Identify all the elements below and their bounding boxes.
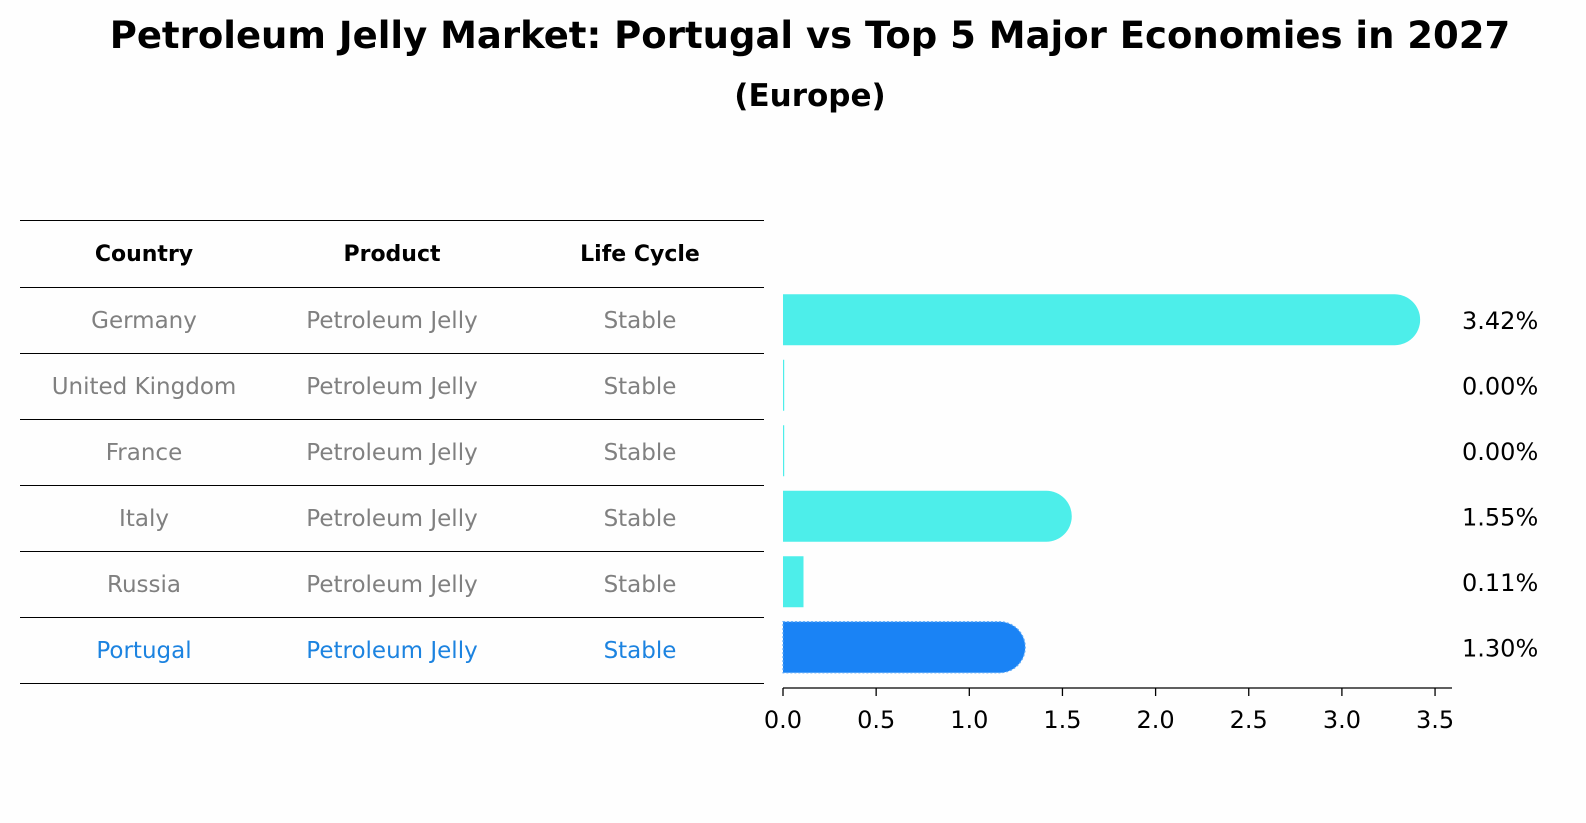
x-tick-label: 2.5 xyxy=(1230,706,1268,734)
cell-country: Italy xyxy=(20,485,268,552)
cell-product: Petroleum Jelly xyxy=(268,617,516,684)
cell-life-cycle: Stable xyxy=(516,287,764,354)
cell-product: Petroleum Jelly xyxy=(268,551,516,618)
cell-life-cycle: Stable xyxy=(516,485,764,552)
x-tick-label: 3.5 xyxy=(1416,706,1454,734)
cell-country: Portugal xyxy=(20,617,268,684)
data-label: 1.55% xyxy=(1462,503,1538,531)
header-life-cycle: Life Cycle xyxy=(516,220,764,288)
chart-subtitle: (Europe) xyxy=(734,78,886,114)
cell-country: Russia xyxy=(20,551,268,618)
cell-country: Germany xyxy=(20,287,268,354)
data-label: 0.11% xyxy=(1462,569,1538,597)
bar-germany xyxy=(783,294,1421,346)
bar-united-kingdom xyxy=(783,359,785,411)
x-tick-label: 1.5 xyxy=(1043,706,1081,734)
cell-product: Petroleum Jelly xyxy=(268,485,516,552)
table-row: United Kingdom Petroleum Jelly Stable xyxy=(20,353,764,420)
cell-life-cycle: Stable xyxy=(516,551,764,618)
bar-russia xyxy=(783,556,804,608)
cell-country: United Kingdom xyxy=(20,353,268,420)
header-product: Product xyxy=(268,220,516,288)
table-row: Italy Petroleum Jelly Stable xyxy=(20,485,764,552)
x-tick-label: 0.0 xyxy=(764,706,802,734)
data-label: 0.00% xyxy=(1462,372,1538,400)
country-table: Country Product Life Cycle Germany Petro… xyxy=(20,220,764,684)
data-label: 1.30% xyxy=(1462,634,1538,662)
cell-product: Petroleum Jelly xyxy=(268,287,516,354)
header-country: Country xyxy=(20,220,268,288)
cell-product: Petroleum Jelly xyxy=(268,419,516,486)
cell-life-cycle: Stable xyxy=(516,419,764,486)
table-row: Russia Petroleum Jelly Stable xyxy=(20,551,764,618)
bar-portugal xyxy=(782,621,1026,674)
cell-product: Petroleum Jelly xyxy=(268,353,516,420)
x-tick-label: 1.0 xyxy=(950,706,988,734)
cell-life-cycle: Stable xyxy=(516,617,764,684)
bar-italy xyxy=(783,490,1072,542)
chart-title: Petroleum Jelly Market: Portugal vs Top … xyxy=(109,14,1511,57)
x-tick-label: 3.0 xyxy=(1323,706,1361,734)
x-tick-label: 0.5 xyxy=(857,706,895,734)
table-row: France Petroleum Jelly Stable xyxy=(20,419,764,486)
data-label: 0.00% xyxy=(1462,438,1538,466)
cell-country: France xyxy=(20,419,268,486)
table-row: Germany Petroleum Jelly Stable xyxy=(20,287,764,354)
table-row-highlight: Portugal Petroleum Jelly Stable xyxy=(20,617,764,684)
x-tick-label: 2.0 xyxy=(1137,706,1175,734)
data-label: 3.42% xyxy=(1462,307,1538,335)
bar-france xyxy=(783,425,785,477)
table-header-row: Country Product Life Cycle xyxy=(20,220,764,288)
